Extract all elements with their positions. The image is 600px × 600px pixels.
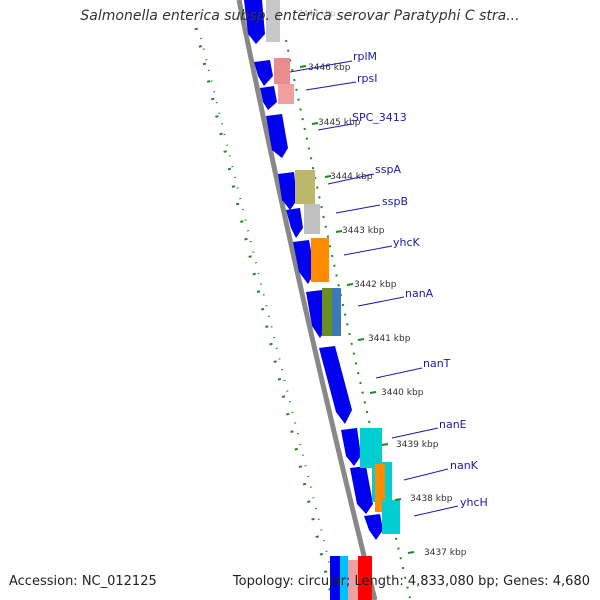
accession-label: Accession: NC_012125 [9,574,157,589]
gene-label-rpsI[interactable]: rpsI [357,72,377,85]
gene-block-rpsI[interactable] [278,84,294,104]
gene-block-rplM[interactable] [274,58,290,84]
cds-arrow[interactable] [364,514,383,540]
gene-block-nanA-1[interactable] [322,288,332,336]
tick-label: 3441 kbp [368,334,411,344]
gene-label-nanT[interactable]: nanT [423,357,451,370]
gene-block-faded [266,0,280,42]
cds-arrow[interactable] [266,114,288,158]
cds-arrow[interactable] [286,208,303,238]
tick-label-faded: 3447 kbp [298,9,336,18]
gene-label-sspA[interactable]: sspA [375,163,401,176]
cds-arrow[interactable] [278,172,297,210]
cds-arrow[interactable] [319,346,352,424]
gene-block-bottom-1 [330,556,342,600]
cds-arrow[interactable] [293,240,315,284]
gene-block-nanE[interactable] [360,428,382,468]
gene-label-nanA[interactable]: nanA [405,287,434,300]
gene-block-bottom-2 [340,556,348,600]
tick-label: 3439 kbp [396,440,439,450]
tick-label: 3438 kbp [410,494,453,504]
gene-label-nanK[interactable]: nanK [450,459,479,472]
cds-arrow[interactable] [350,466,373,514]
tick-label: 3445 kbp [318,118,361,128]
gene-block-nanA-2[interactable] [332,288,341,336]
tick-label: 3444 kbp [330,172,373,182]
gene-block-sspA[interactable] [295,170,315,204]
gene-block-nanK-orange[interactable] [375,464,385,512]
tick-label: 3437 kbp [424,548,467,558]
gene-labels: rplM rpsI SPC_3413 sspA sspB yhcK nanA n… [352,50,488,509]
cds-arrow[interactable] [260,86,277,110]
ruler-ticks [299,65,415,554]
gene-label-SPC_3413[interactable]: SPC_3413 [352,111,407,124]
tick-label: 3446 kbp [308,63,351,73]
gene-label-rplM[interactable]: rplM [353,50,377,63]
gene-label-yhcH[interactable]: yhcH [460,496,488,509]
gene-block-yhcK[interactable] [311,238,329,282]
gene-label-nanE[interactable]: nanE [439,418,467,431]
backbone-line [236,0,378,600]
gene-block-yhcH[interactable] [382,500,400,534]
gene-label-yhcK[interactable]: yhcK [393,236,421,249]
cds-arrow[interactable] [341,428,361,466]
gene-leaders [289,60,459,517]
tick-label: 3443 kbp [342,226,385,236]
genome-summary: Topology: circular; Length: 4,833,080 bp… [232,574,590,589]
tick-labels: 3446 kbp 3445 kbp 3444 kbp 3443 kbp 3442… [308,63,467,558]
cog-track [266,0,400,600]
tick-label: 3442 kbp [354,280,397,290]
gene-label-sspB[interactable]: sspB [382,195,408,208]
gene-block-bottom-4 [358,556,372,600]
tick-label: 3440 kbp [381,388,424,398]
genome-title: Salmonella enterica subsp. enterica sero… [80,8,520,24]
gene-block-bottom-3 [348,560,358,600]
cds-arrow[interactable] [244,0,265,44]
cds-arrow[interactable] [254,60,273,86]
gene-block-sspB[interactable] [304,204,320,234]
